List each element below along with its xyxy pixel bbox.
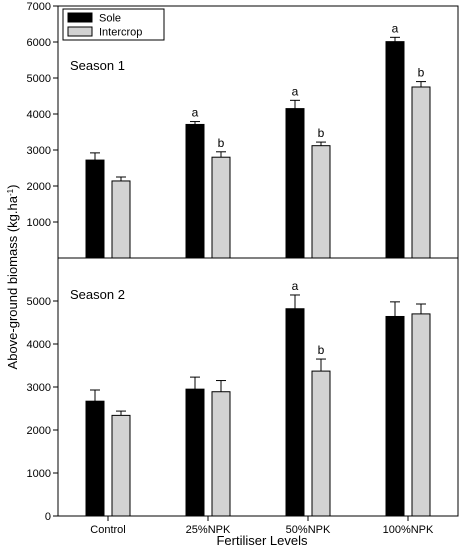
y-tick-label: 1000: [27, 468, 51, 480]
y-tick-label: 6000: [27, 37, 51, 49]
y-tick-label: 3000: [27, 382, 51, 394]
bar-sole: [385, 41, 405, 259]
y-tick-label: 2000: [27, 181, 51, 193]
bar-sole: [85, 159, 105, 259]
bar-intercrop: [211, 156, 231, 259]
y-tick-label: 5000: [27, 296, 51, 308]
bar-sole: [385, 315, 405, 517]
y-axis-title: Above-ground biomass (kg.ha-1): [5, 185, 20, 370]
legend-swatch-intercrop: [67, 26, 93, 37]
panel-label: Season 2: [70, 287, 125, 302]
x-tick-label: 25%NPK: [186, 524, 231, 536]
x-axis-title: Fertiliser Levels: [216, 533, 308, 548]
chart-panels: Season 1 1000 2000 3000 4000 5000 6000 7000 a a a b…: [27, 1, 459, 523]
y-axis-title-close: ): [5, 185, 20, 189]
bar-intercrop: [111, 414, 131, 517]
x-tick-label: 100%NPK: [383, 524, 434, 536]
significance-label: b: [318, 126, 325, 140]
bar-sole: [185, 123, 205, 259]
bar-intercrop: [411, 86, 431, 259]
significance-label: a: [292, 84, 299, 98]
bar-sole: [285, 108, 305, 259]
bar-intercrop: [311, 145, 331, 259]
y-tick-label: 4000: [27, 109, 51, 121]
legend-label-intercrop: Intercrop: [99, 27, 142, 39]
y-tick-label: 7000: [27, 1, 51, 13]
legend-label-sole: Sole: [99, 13, 121, 25]
x-tick-labels: Control 25%NPK 50%NPK 100%NPK: [90, 516, 434, 536]
y-axis-title-main: Above-ground biomass (kg.ha: [5, 195, 20, 369]
significance-label: a: [392, 21, 399, 35]
legend-swatch-sole: [67, 12, 93, 23]
y-tick-label: 2000: [27, 425, 51, 437]
significance-label: a: [292, 279, 299, 293]
x-tick-label: Control: [90, 524, 125, 536]
bar-intercrop: [411, 313, 431, 517]
y-tick-label: 4000: [27, 339, 51, 351]
bar-sole: [285, 308, 305, 517]
bar-sole: [185, 388, 205, 517]
significance-label: b: [418, 66, 425, 80]
bar-intercrop: [111, 180, 131, 259]
bar-intercrop: [211, 391, 231, 517]
y-tick-label: 3000: [27, 145, 51, 157]
panel-1: Season 1 1000 2000 3000 4000 5000 6000 7000 a a a b…: [27, 1, 459, 259]
bar-sole: [85, 400, 105, 517]
significance-label: b: [218, 136, 225, 150]
y-tick-label: 5000: [27, 73, 51, 85]
x-tick-label: 50%NPK: [286, 524, 331, 536]
y-tick-label: 1000: [27, 217, 51, 229]
panel-label: Season 1: [70, 58, 125, 73]
significance-label: a: [192, 106, 199, 120]
y-axis-title-sup: -1: [6, 188, 15, 196]
legend: Sole Intercrop: [62, 8, 165, 41]
panel-2: Season 2 0 1000 2000 3000 4000 5000 a b: [27, 257, 459, 523]
bar-intercrop: [311, 370, 331, 517]
significance-label: b: [318, 343, 325, 357]
y-tick-label: 0: [45, 511, 51, 523]
